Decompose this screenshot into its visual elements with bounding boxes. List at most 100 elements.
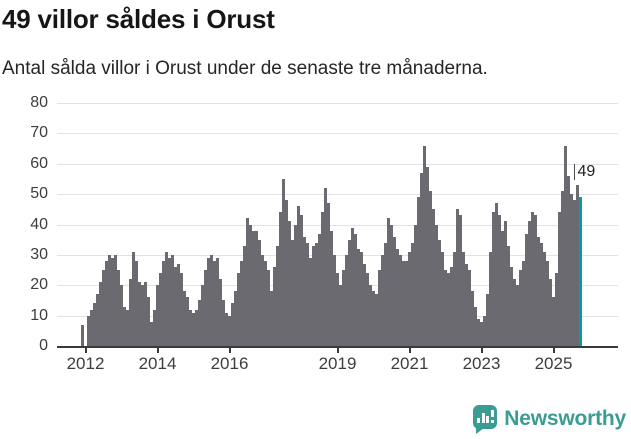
bar — [381, 254, 384, 346]
bar — [183, 291, 186, 346]
x-tick-mark — [156, 346, 159, 353]
bar — [315, 242, 318, 346]
bar — [462, 251, 465, 346]
bar — [375, 294, 378, 346]
bar — [372, 291, 375, 346]
bar — [108, 254, 111, 346]
bar — [348, 239, 351, 346]
bar — [552, 297, 555, 346]
bar — [204, 270, 207, 346]
bar — [102, 270, 105, 346]
y-tick-label: 20 — [30, 276, 48, 294]
bar — [438, 239, 441, 346]
y-tick-label: 40 — [30, 215, 48, 233]
bar — [468, 270, 471, 346]
bar — [273, 267, 276, 346]
bar — [261, 254, 264, 346]
gridline — [57, 103, 618, 104]
y-tick-label: 30 — [30, 245, 48, 263]
bar — [117, 270, 120, 346]
bar — [189, 309, 192, 346]
bar — [405, 260, 408, 346]
bar — [378, 270, 381, 346]
y-tick-label: 80 — [30, 94, 48, 111]
bar — [561, 191, 564, 346]
bar — [168, 257, 171, 346]
gridline — [57, 254, 618, 256]
bar — [318, 233, 321, 346]
bar — [522, 260, 525, 346]
bar — [180, 273, 183, 346]
bar — [246, 218, 249, 346]
bar — [258, 239, 261, 346]
x-tick-label: 2019 — [318, 354, 357, 373]
bar — [528, 221, 531, 346]
bar — [321, 212, 324, 346]
bar — [477, 318, 480, 346]
bar — [174, 267, 177, 346]
bar — [237, 273, 240, 346]
bar — [540, 242, 543, 346]
bar — [270, 291, 273, 346]
bar — [144, 282, 147, 346]
bar — [195, 309, 198, 346]
highlighted-bar — [579, 197, 582, 346]
page-title: 49 villor såldes i Orust — [2, 4, 275, 34]
bar — [471, 291, 474, 346]
bar — [231, 303, 234, 346]
bar — [156, 285, 159, 346]
bar — [123, 306, 126, 346]
bar — [396, 248, 399, 346]
bar — [312, 245, 315, 346]
bar — [333, 254, 336, 346]
bar — [90, 309, 93, 346]
bar — [525, 233, 528, 346]
bar — [498, 215, 501, 346]
bar — [141, 285, 144, 346]
annotation-leader-line — [573, 164, 575, 180]
bar — [402, 260, 405, 346]
y-tick-label: 0 — [39, 337, 48, 354]
bar — [351, 227, 354, 346]
bar — [306, 242, 309, 346]
bar — [513, 279, 516, 346]
bar — [489, 251, 492, 346]
bar — [87, 315, 90, 346]
y-tick-label: 50 — [30, 185, 48, 203]
newsworthy-logo[interactable]: Newsworthy — [473, 402, 626, 436]
bar — [291, 239, 294, 346]
bar — [288, 221, 291, 346]
bar — [282, 178, 285, 346]
bar — [516, 285, 519, 346]
bar — [240, 260, 243, 346]
bar — [420, 172, 423, 346]
bar — [114, 254, 117, 346]
bar — [126, 309, 129, 346]
bar — [555, 273, 558, 346]
x-tick-label: 2021 — [390, 354, 429, 373]
bar — [393, 236, 396, 346]
bar — [501, 230, 504, 346]
brand-name: Newsworthy — [504, 407, 626, 430]
gridline — [57, 194, 618, 196]
bar — [225, 312, 228, 346]
bar — [267, 270, 270, 346]
bar — [429, 191, 432, 346]
bar — [165, 251, 168, 346]
bar — [177, 263, 180, 346]
bar — [219, 279, 222, 346]
gridline — [57, 163, 618, 165]
bar — [309, 257, 312, 346]
bar — [129, 279, 132, 346]
bar — [456, 209, 459, 346]
bar — [336, 273, 339, 346]
x-tick-mark — [336, 346, 339, 353]
bar — [228, 315, 231, 346]
bar — [387, 218, 390, 346]
mini-bar-icon — [486, 416, 490, 423]
bar — [447, 273, 450, 346]
bar — [153, 309, 156, 346]
bar — [360, 251, 363, 346]
